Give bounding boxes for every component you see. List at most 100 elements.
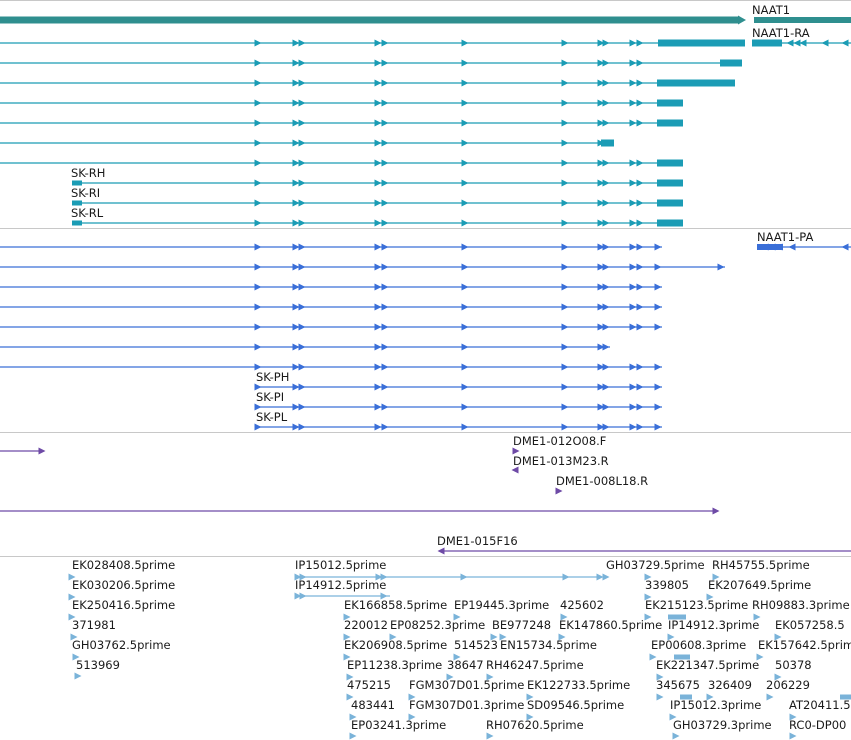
strand-arrow (254, 423, 262, 431)
strand-arrow (298, 139, 306, 147)
est-glyph (346, 673, 354, 681)
clone-arrow (555, 487, 563, 495)
est-label[interactable]: GH03729.5prime (606, 558, 705, 572)
strand-arrow (374, 139, 382, 147)
exon-block (601, 139, 614, 147)
est-label[interactable]: 326409 (708, 678, 752, 692)
strand-arrow (602, 79, 610, 87)
transcript-label-sk-rh[interactable]: SK-RH (71, 166, 106, 180)
clone-label[interactable]: DME1-008L18.R (556, 474, 649, 488)
strand-arrow (561, 119, 569, 127)
strand-arrow (561, 219, 569, 227)
est-label[interactable]: EN15734.5prime (500, 638, 597, 652)
est-glyph (756, 653, 764, 661)
transcript-label-ra[interactable]: NAAT1-RA (752, 26, 810, 40)
strand-arrow (597, 119, 605, 127)
est-label[interactable]: EP19445.3prime (454, 598, 550, 612)
est-label[interactable]: 38647 (447, 658, 484, 672)
est-label[interactable]: 514523 (454, 638, 498, 652)
est-label[interactable]: SD09546.5prime (527, 698, 625, 712)
protein-label-sk-ph[interactable]: SK-PH (256, 370, 290, 384)
protein-label-sk-pi[interactable]: SK-PI (256, 390, 285, 404)
est-label[interactable]: EK057258.5 (775, 618, 845, 632)
est-label[interactable]: RH46247.5prime (486, 658, 584, 672)
est-label[interactable]: 483441 (351, 698, 395, 712)
gene-label[interactable]: NAAT1 (752, 3, 791, 17)
est-label[interactable]: RH45755.5prime (712, 558, 810, 572)
clone-label[interactable]: DME1-012O08.F (513, 434, 607, 448)
strand-arrow (374, 363, 382, 371)
strand-arrow (629, 263, 637, 271)
est-label[interactable]: IP15012.3prime (670, 698, 762, 712)
est-label[interactable]: EK147860.5prime (559, 618, 663, 632)
est-label[interactable]: RC0-DP00 (789, 718, 847, 732)
est-label[interactable]: GH03762.5prime (72, 638, 171, 652)
est-label[interactable]: RH09883.3prime (752, 598, 850, 612)
est-label[interactable]: 50378 (775, 658, 812, 672)
est-label[interactable]: 345675 (656, 678, 700, 692)
transcript-label-sk-ri[interactable]: SK-RI (71, 186, 101, 200)
est-label[interactable]: EK030206.5prime (72, 578, 176, 592)
est-label[interactable]: EP08252.3prime (390, 618, 486, 632)
strand-arrow (298, 99, 306, 107)
clone-label[interactable]: DME1-015F16 (437, 534, 518, 548)
est-label[interactable]: EK157642.5prime (758, 638, 851, 652)
strand-arrow (381, 59, 389, 67)
est-label[interactable]: 475215 (347, 678, 391, 692)
est-glyph (499, 633, 507, 641)
est-glyph (526, 713, 534, 721)
strand-arrow (381, 99, 389, 107)
est-glyph (668, 614, 686, 620)
est-label[interactable]: EP03241.3prime (351, 718, 447, 732)
strand-arrow (292, 243, 300, 251)
est-label[interactable]: IP15012.5prime (295, 558, 387, 572)
est-label[interactable]: 425602 (560, 598, 604, 612)
protein-label-pa[interactable]: NAAT1-PA (757, 230, 814, 244)
strand-arrow (381, 363, 389, 371)
transcript-label-sk-rl[interactable]: SK-RL (71, 206, 104, 220)
est-label[interactable]: EP11238.3prime (347, 658, 443, 672)
est-label[interactable]: FGM307D01.3prime (409, 698, 525, 712)
est-label[interactable]: IP14912.5prime (295, 578, 387, 592)
strand-arrow (254, 219, 262, 227)
est-label[interactable]: EP00608.3prime (651, 638, 747, 652)
gene-bar (754, 17, 851, 23)
est-label[interactable]: EK206908.5prime (344, 638, 448, 652)
est-label[interactable]: AT20411.5 (789, 698, 851, 712)
strand-arrow (381, 303, 389, 311)
est-label[interactable]: 513969 (76, 658, 120, 672)
strand-arrow (292, 119, 300, 127)
est-glyph (68, 613, 76, 621)
strand-arrow (629, 243, 637, 251)
est-label[interactable]: RH07620.5prime (486, 718, 584, 732)
est-label[interactable]: FGM307D01.5prime (409, 678, 525, 692)
strand-arrow (597, 283, 605, 291)
est-label[interactable]: 371981 (72, 618, 116, 632)
est-label[interactable]: 339805 (645, 578, 689, 592)
strand-arrow (254, 79, 262, 87)
est-label[interactable]: EK122733.5prime (527, 678, 631, 692)
est-label[interactable]: EK215123.5prime (645, 598, 749, 612)
est-glyph (669, 713, 677, 721)
est-label[interactable]: EK166858.5prime (344, 598, 448, 612)
est-label[interactable]: BE977248 (492, 618, 552, 632)
strand-arrow (636, 263, 644, 271)
est-label[interactable]: EK207649.5prime (708, 578, 812, 592)
est-label[interactable]: IP14912.3prime (668, 618, 760, 632)
strand-arrow (381, 263, 389, 271)
est-label[interactable]: 206229 (766, 678, 810, 692)
clone-label[interactable]: DME1-013M23.R (513, 454, 609, 468)
strand-arrow (292, 159, 300, 167)
est-label[interactable]: EK250416.5prime (72, 598, 176, 612)
protein-label-sk-pl[interactable]: SK-PL (256, 410, 288, 424)
est-label[interactable]: 220012 (344, 618, 388, 632)
est-label[interactable]: EK221347.5prime (656, 658, 760, 672)
strand-arrow (654, 303, 662, 311)
gene-bar (0, 16, 740, 24)
est-label[interactable]: EK028408.5prime (72, 558, 176, 572)
strand-arrow (602, 403, 610, 411)
est-label[interactable]: GH03729.3prime (673, 718, 772, 732)
strand-arrow (374, 119, 382, 127)
strand-arrow (636, 179, 644, 187)
strand-arrow (636, 199, 644, 207)
